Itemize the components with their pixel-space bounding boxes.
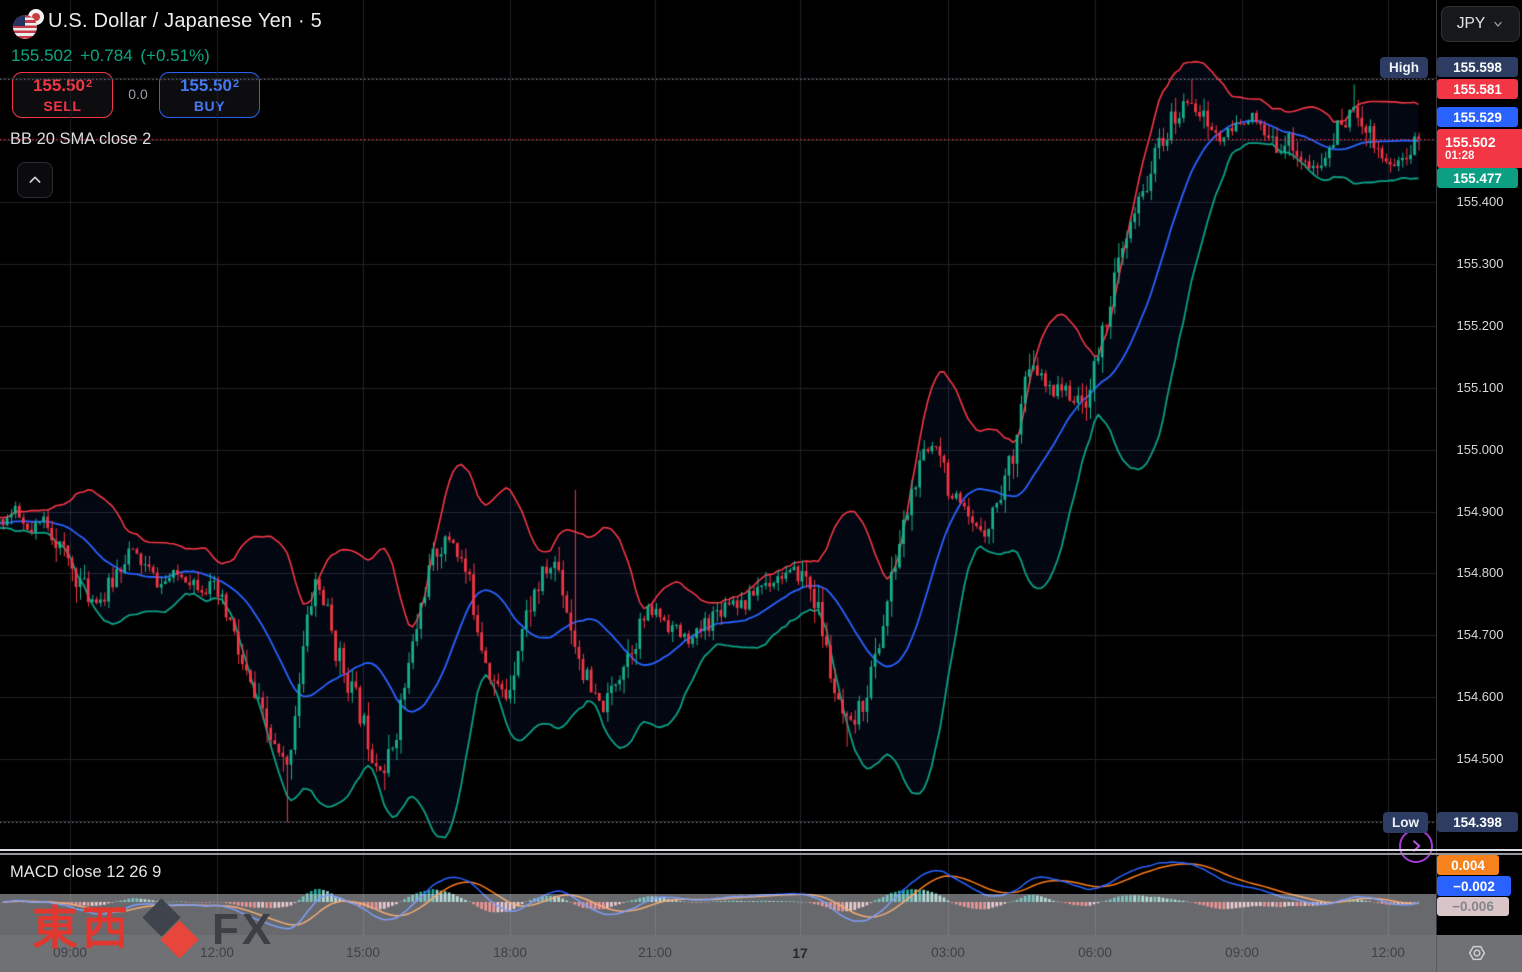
time-tick: 09:00: [53, 945, 87, 960]
axis-settings-button[interactable]: [1466, 942, 1488, 969]
chevron-up-icon: [29, 176, 41, 183]
session-high-label: High: [1380, 57, 1428, 78]
price-tick: 155.100: [1456, 379, 1504, 395]
spread-value: 0.0: [128, 86, 148, 102]
price-tick: 155.000: [1456, 441, 1504, 457]
bb-upper-tag: 155.581: [1437, 79, 1518, 99]
time-tick: 17: [792, 945, 808, 961]
price-tick: 154.700: [1456, 627, 1504, 643]
last-price-tag: 155.502 01:28: [1437, 129, 1522, 168]
broker-logo-diamond-icon: [142, 898, 208, 972]
price-tick: 155.400: [1456, 194, 1504, 209]
bb-basis-tag: 155.529: [1437, 107, 1518, 127]
pane-divider[interactable]: [0, 849, 1522, 851]
time-tick: 09:00: [1225, 945, 1259, 960]
time-tick: 06:00: [1078, 945, 1112, 960]
time-tick: 21:00: [638, 945, 672, 960]
gear-icon: [1468, 945, 1486, 961]
bar-countdown: 01:28: [1445, 150, 1475, 162]
time-axis[interactable]: 09:00 12:00 15:00 18:00 21:00 17 03:00 06:00 09:…: [0, 935, 1522, 972]
time-tick: 18:00: [493, 945, 527, 960]
macd-indicator-label[interactable]: MACD close 12 26 9: [10, 863, 162, 881]
bb-lower-tag: 155.477: [1437, 168, 1518, 188]
axis-corner-separator: [1436, 935, 1437, 972]
time-tick: 12:00: [200, 945, 234, 960]
broker-logo-fx-text: FX: [212, 905, 275, 954]
time-tick: 03:00: [931, 945, 965, 960]
price-tick: 155.200: [1456, 317, 1504, 333]
us-flag-icon: [13, 15, 37, 39]
time-tick: 12:00: [1371, 945, 1405, 960]
session-high-tag: 155.598: [1437, 57, 1518, 77]
symbol-title[interactable]: U.S. Dollar / Japanese Yen · 5: [48, 10, 322, 32]
broker-logo-cjk-text: 東西: [32, 901, 132, 955]
price-tick: 154.800: [1456, 565, 1504, 581]
last-price-value: 155.502: [1445, 134, 1496, 150]
symbol-pair-flag-icon: [13, 8, 47, 40]
macd-line-tag: −0.002: [1437, 876, 1511, 896]
session-low-tag: 154.398: [1437, 812, 1518, 832]
currency-selector-value: JPY: [1456, 15, 1486, 32]
broker-watermark: 東西 FX: [32, 898, 274, 972]
chevron-down-icon: [1494, 21, 1502, 27]
pane-divider-shadow: [0, 853, 1522, 855]
macd-signal-tag: 0.004: [1437, 855, 1499, 875]
go-to-realtime-button[interactable]: [1399, 829, 1433, 863]
price-tick: 154.600: [1456, 689, 1504, 705]
session-low-label: Low: [1383, 812, 1428, 833]
arrow-right-icon: [1413, 840, 1421, 852]
price-tick: 154.900: [1456, 503, 1504, 519]
currency-selector[interactable]: JPY: [1441, 6, 1520, 42]
bollinger-indicator-label[interactable]: BB 20 SMA close 2: [10, 130, 152, 148]
price-change-line: 155.502 +0.784 (+0.51%): [11, 46, 210, 65]
price-chart-canvas[interactable]: [0, 0, 1436, 935]
macd-hist-tag: −0.006: [1437, 897, 1509, 916]
price-tick: 154.500: [1456, 751, 1504, 767]
japan-flag-dot: [32, 13, 40, 21]
price-tick: 155.300: [1456, 255, 1504, 271]
collapse-header-button[interactable]: [17, 162, 53, 198]
time-tick: 15:00: [346, 945, 380, 960]
